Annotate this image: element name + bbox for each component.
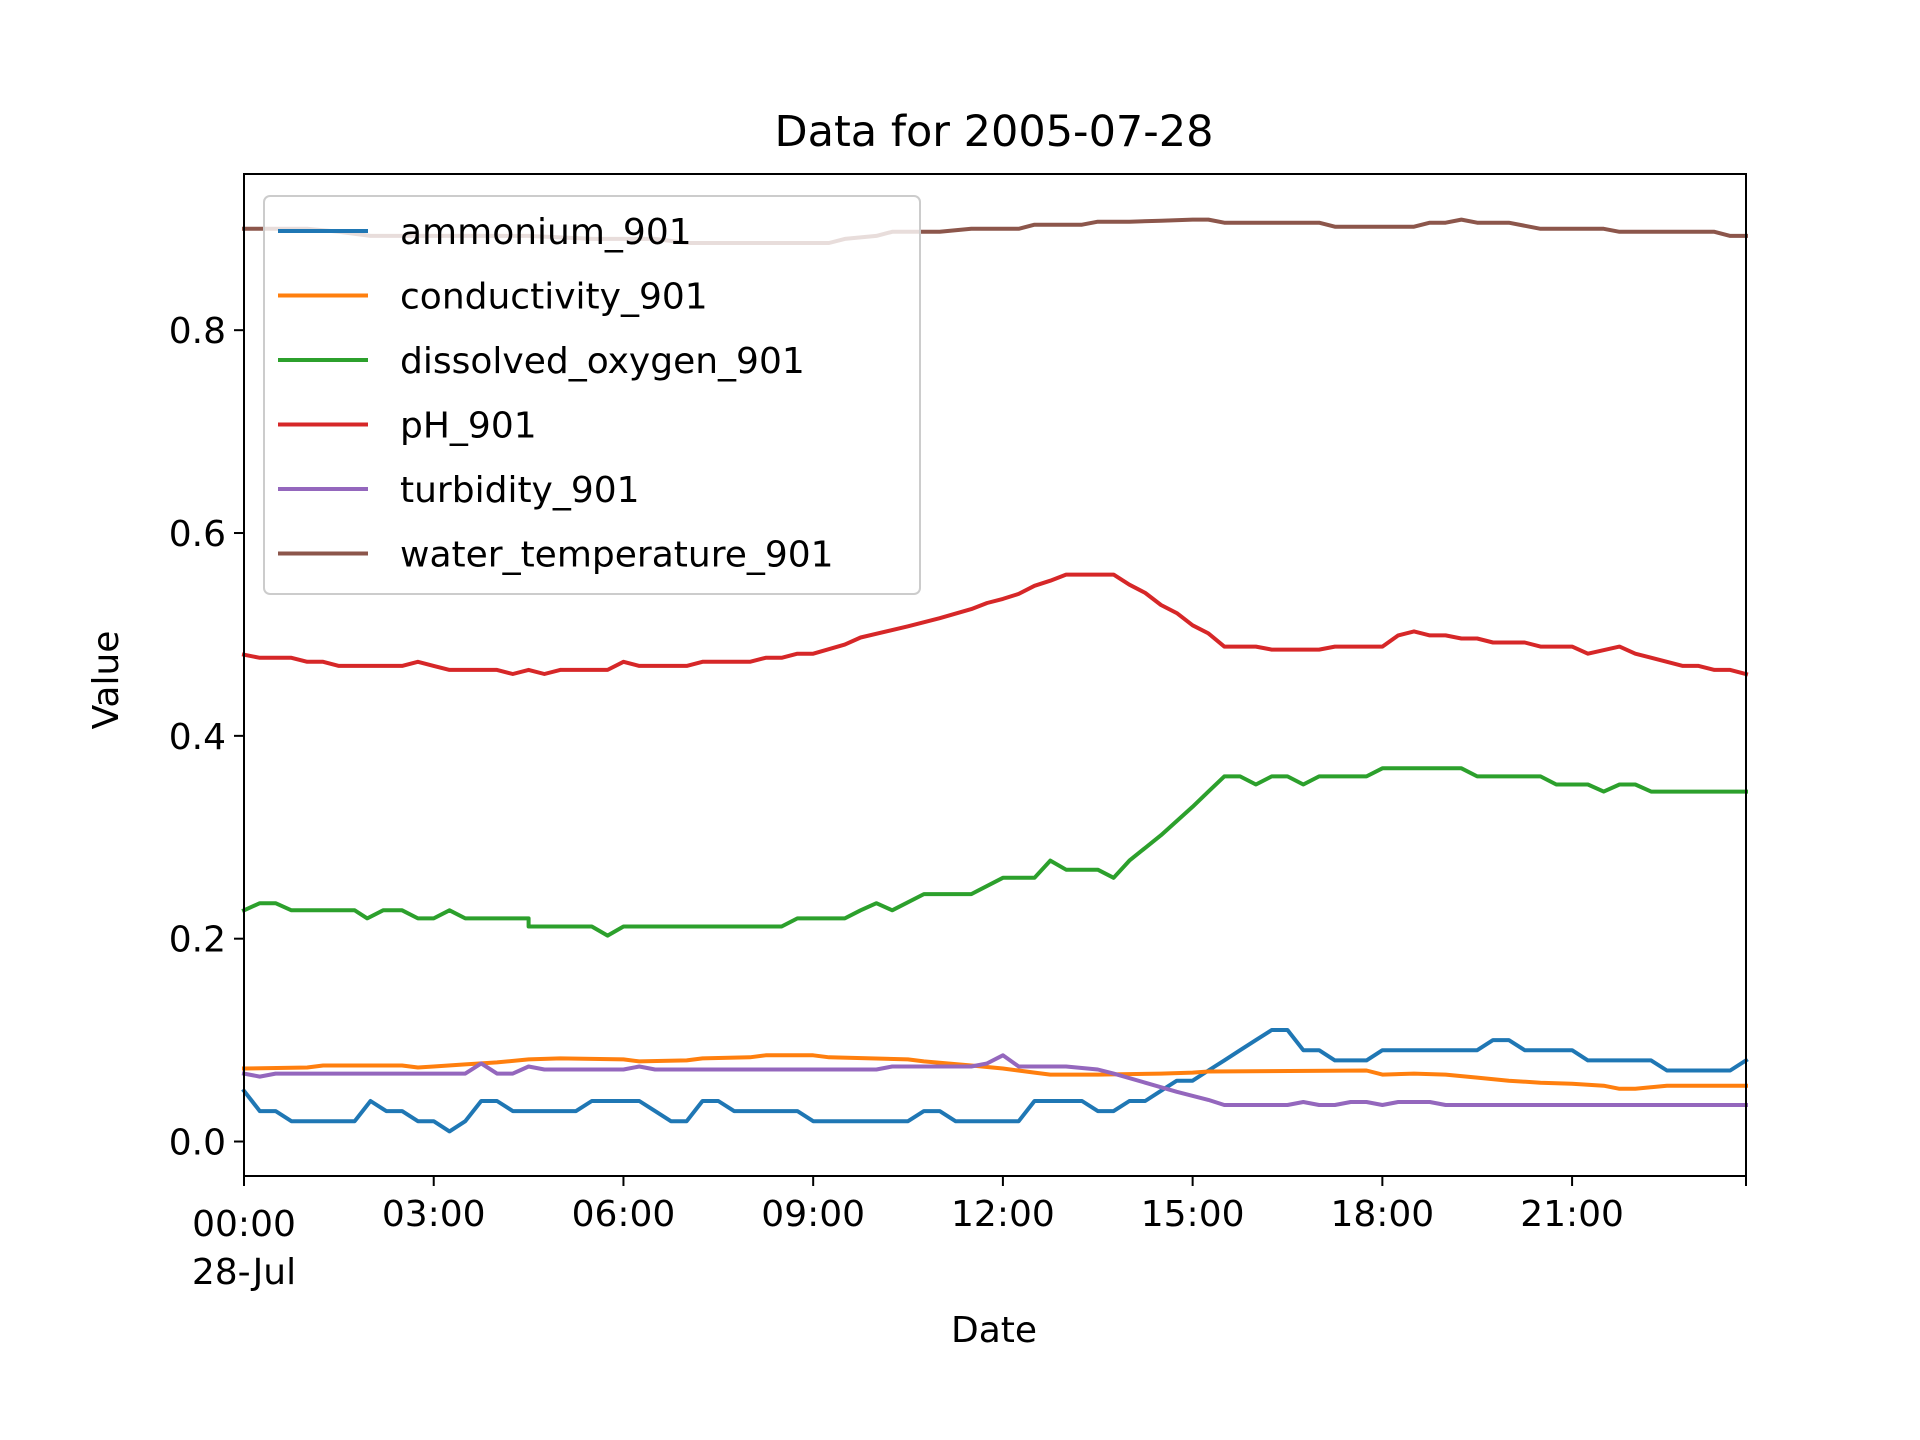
series-layer: [241, 217, 1749, 1134]
legend-label-dissolved_oxygen_901: dissolved_oxygen_901: [400, 341, 805, 382]
y-tick-label: 0.8: [169, 311, 226, 352]
legend: ammonium_901 conductivity_901 dissolved_ox…: [263, 195, 921, 595]
legend-label-conductivity_901: conductivity_901: [400, 277, 708, 318]
y-tick-label: 0.4: [169, 717, 226, 758]
plot-frame: [243, 173, 1747, 1177]
y-tick-label: 0.2: [169, 920, 226, 961]
legend-label-water_temperature_901: water_temperature_901: [400, 535, 834, 576]
chart-title: Data for 2005-07-28: [774, 107, 1213, 157]
x-tick-sublabel: 28-Jul: [192, 1252, 296, 1293]
x-axis: 00:00 28-Jul 03:00 06:00 09:00 12:00 15:00 18:0…: [192, 1176, 1747, 1293]
legend-label-pH_901: pH_901: [400, 406, 537, 447]
y-axis-label: Value: [86, 631, 127, 730]
x-tick-label: 21:00: [1520, 1194, 1624, 1235]
x-tick-label: 18:00: [1330, 1194, 1434, 1235]
x-tick-label: 06:00: [572, 1194, 676, 1235]
legend-label-turbidity_901: turbidity_901: [400, 470, 640, 511]
y-tick-label: 0.0: [169, 1123, 226, 1164]
x-tick-label: 12:00: [951, 1194, 1055, 1235]
x-axis-label: Date: [951, 1310, 1037, 1351]
x-tick-label: 09:00: [761, 1194, 865, 1235]
x-tick-label: 15:00: [1141, 1194, 1245, 1235]
y-axis: 0.0 0.2 0.4 0.6 0.8: [169, 311, 244, 1164]
series-line-pH_901: [241, 572, 1749, 677]
y-tick-label: 0.6: [169, 514, 226, 555]
legend-box: [263, 195, 921, 595]
series-line-dissolved_oxygen_901: [241, 766, 1748, 938]
series-line-ammonium_901: [241, 1028, 1749, 1134]
series-line-turbidity_901: [241, 1053, 1748, 1107]
x-tick-label: 00:00: [192, 1204, 296, 1245]
x-tick-label: 03:00: [382, 1194, 486, 1235]
legend-label-ammonium_901: ammonium_901: [400, 212, 692, 253]
